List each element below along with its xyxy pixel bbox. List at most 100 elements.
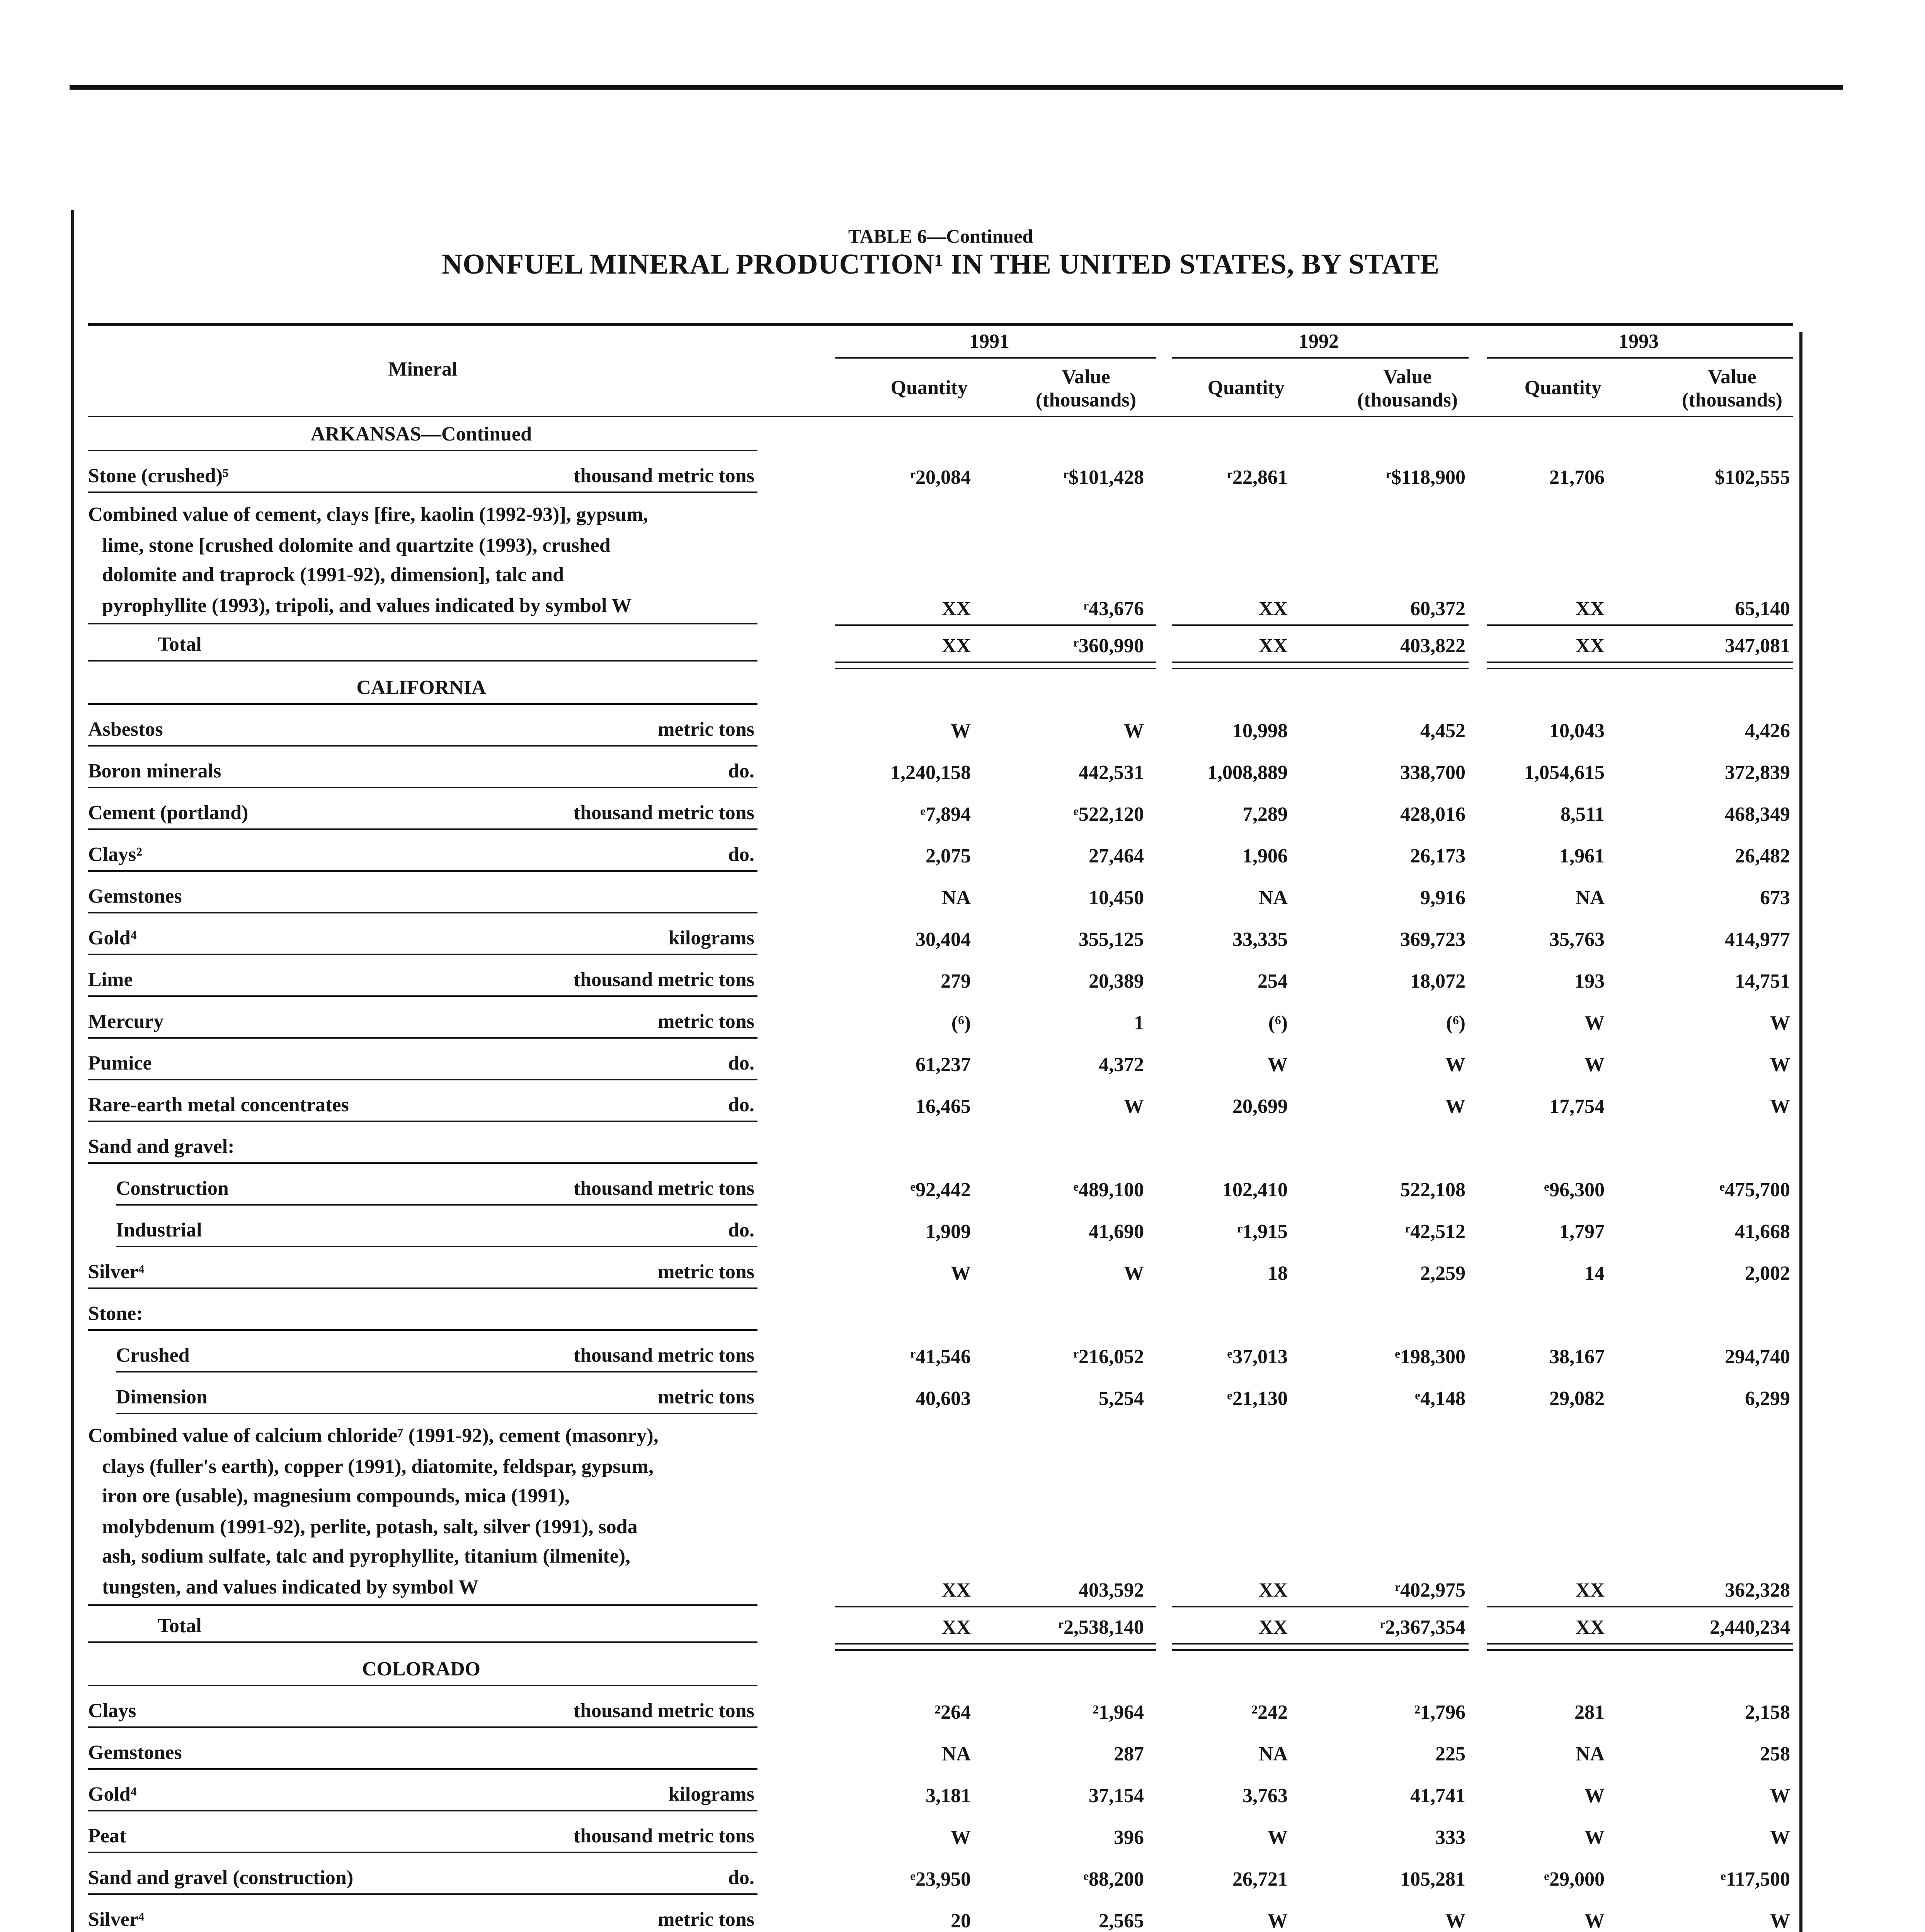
year-col-group: NA 287 xyxy=(757,1742,1144,1770)
value-cell: 2,440,234 xyxy=(1710,1615,1790,1638)
total-label: Total xyxy=(158,632,202,655)
year-col-group: ʳ1,915 ʳ42,512 xyxy=(1144,1219,1465,1247)
value-cell: ²1,964 xyxy=(1093,1700,1144,1723)
quantity-cell: 10,998 xyxy=(1232,719,1288,742)
year-col-group: NA 9,916 xyxy=(1144,886,1465,913)
year-col-group: ᵉ21,130 ᵉ4,148 xyxy=(1144,1386,1466,1414)
year-col-group: XX 60,372 xyxy=(1144,597,1469,626)
value-cell: 5,254 xyxy=(1099,1386,1144,1410)
quantity-cell: 1,797 xyxy=(1559,1219,1605,1243)
mineral-row: Clays² do. 2,075 27,464 1,906 26,173 1,961 26,4… xyxy=(88,830,1793,872)
value-cell: ᵉ88,200 xyxy=(1083,1867,1144,1890)
year-group-1993: 1993 xyxy=(1465,329,1793,360)
year-col-group: XX 347,081 xyxy=(1465,634,1793,668)
row-stub: Construction thousand metric tons xyxy=(116,1176,757,1206)
value-cell: 41,668 xyxy=(1735,1219,1790,1243)
col-header-quantity-1992: Quantity xyxy=(1207,376,1285,399)
quantity-cell: NA xyxy=(941,886,971,909)
quantity-cell: 1,054,615 xyxy=(1524,760,1605,784)
row-name: Boron minerals xyxy=(88,759,221,782)
year-col-group: 17,754 W xyxy=(1465,1094,1790,1122)
table-header: Mineral 1991 1992 1993 Quantity Value (th… xyxy=(88,323,1793,417)
quantity-cell: 26,721 xyxy=(1232,1867,1288,1890)
row-unit: do. xyxy=(728,1218,754,1241)
quantity-cell: W xyxy=(951,1261,971,1284)
row-stub: Crushed thousand metric tons xyxy=(116,1343,757,1372)
quantity-cell: 3,181 xyxy=(926,1784,971,1807)
row-name: Dimension xyxy=(116,1385,208,1408)
year-col-group: 10,998 4,452 xyxy=(1144,719,1465,747)
value-cell: ʳ$118,900 xyxy=(1386,465,1465,488)
year-col-group: 14 2,002 xyxy=(1465,1261,1790,1289)
row-unit: thousand metric tons xyxy=(573,464,754,487)
mineral-row: Mercury metric tons (⁶) 1 (⁶) (⁶) W W xyxy=(88,997,1793,1039)
year-col-group: 21,706 $102,555 xyxy=(1465,465,1790,493)
row-name: Gemstones xyxy=(88,1740,182,1764)
row-unit: thousand metric tons xyxy=(573,1699,754,1722)
row-name: Mercury xyxy=(88,1009,164,1032)
combined-value-row: Combined value of cement, clays [fire, k… xyxy=(88,493,1793,626)
table-label: TABLE 6—Continued xyxy=(848,226,1033,247)
row-unit: do. xyxy=(728,1093,754,1116)
value-cell: 27,464 xyxy=(1089,844,1144,867)
row-unit: metric tons xyxy=(658,1009,754,1032)
value-cell: 362,328 xyxy=(1725,1578,1790,1601)
row-unit: thousand metric tons xyxy=(573,801,754,824)
year-col-group: 33,335 369,723 xyxy=(1144,927,1465,955)
quantity-cell: ᵉ21,130 xyxy=(1227,1386,1288,1410)
row-stub: Stone (crushed)⁵ thousand metric tons xyxy=(88,464,757,493)
quantity-cell: 254 xyxy=(1258,969,1288,992)
quantity-cell: XX xyxy=(1575,634,1605,657)
quantity-cell: (⁶) xyxy=(1268,1011,1288,1034)
year-col-group: 16,465 W xyxy=(757,1094,1144,1122)
value-cell: W xyxy=(1124,1094,1144,1117)
row-unit: metric tons xyxy=(658,1907,754,1930)
row-stub: Sand and gravel (construction) do. xyxy=(88,1866,757,1895)
year-col-group: 1,054,615 372,839 xyxy=(1465,760,1790,788)
year-col-group: ʳ22,861 ʳ$118,900 xyxy=(1144,465,1465,493)
row-stub: Lime thousand metric tons xyxy=(88,968,757,997)
row-stub: Rare-earth metal concentrates do. xyxy=(88,1093,757,1122)
row-unit: metric tons xyxy=(658,1385,754,1408)
year-col-group: XX 65,140 xyxy=(1465,597,1793,626)
year-label: 1993 xyxy=(1619,329,1659,352)
value-cell: ʳ2,367,354 xyxy=(1380,1615,1465,1638)
quantity-cell: XX xyxy=(1258,1615,1288,1638)
quantity-cell: 20,699 xyxy=(1232,1094,1288,1117)
row-name: Clays² xyxy=(88,842,142,866)
year-col-group: 1,961 26,482 xyxy=(1465,844,1790,872)
mineral-row: Lime thousand metric tons 279 20,389 254 18,0… xyxy=(88,955,1793,997)
year-col-group: XX ʳ43,676 xyxy=(757,597,1156,626)
year-col-group: 18 2,259 xyxy=(1144,1261,1465,1289)
year-col-group: 35,763 414,977 xyxy=(1465,927,1790,955)
year-col-group: ʳ41,546 ʳ216,052 xyxy=(757,1345,1144,1372)
quantity-cell: W xyxy=(1585,1784,1605,1807)
value-cell: 37,154 xyxy=(1089,1784,1144,1807)
mineral-row: Clays thousand metric tons ²264 ²1,964 ²242 ²… xyxy=(88,1686,1793,1728)
quantity-cell: 38,167 xyxy=(1549,1345,1605,1368)
row-unit: kilograms xyxy=(668,926,755,949)
quantity-cell: 10,043 xyxy=(1549,719,1605,742)
value-cell: ²1,796 xyxy=(1414,1700,1465,1723)
year-col-group: 61,237 4,372 xyxy=(757,1053,1144,1080)
row-name: Rare-earth metal concentrates xyxy=(88,1093,349,1116)
value-cell: ʳ2,538,140 xyxy=(1058,1615,1144,1638)
year-col-group: ᵉ7,894 ᵉ522,120 xyxy=(757,802,1144,830)
value-cell: 60,372 xyxy=(1410,597,1465,620)
row-stub: Total xyxy=(88,1614,757,1643)
col-header-value-1993: Value (thousands) xyxy=(1682,365,1782,411)
value-cell: W xyxy=(1445,1053,1465,1076)
page-border-right xyxy=(1799,332,1802,1932)
row-stub: Cement (portland) thousand metric tons xyxy=(88,801,757,830)
value-cell: 468,349 xyxy=(1725,802,1790,825)
year-col-group: 3,181 37,154 xyxy=(757,1784,1144,1811)
combined-value-text: Combined value of cement, clays [fire, k… xyxy=(88,502,648,616)
row-name: Asbestos xyxy=(88,717,163,740)
year-group-1991: 1991 xyxy=(757,329,1156,360)
mineral-row: Crushed thousand metric tons ʳ41,546 ʳ216,0… xyxy=(88,1331,1793,1372)
row-stub: Peat thousand metric tons xyxy=(88,1824,757,1853)
year-col-group: 3,763 41,741 xyxy=(1144,1784,1465,1811)
value-cell: 9,916 xyxy=(1420,886,1465,909)
quantity-cell: (⁶) xyxy=(951,1011,971,1034)
